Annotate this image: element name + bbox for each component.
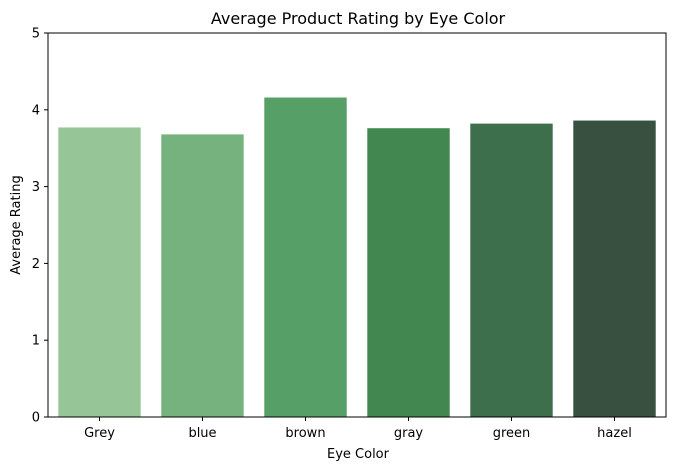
y-tick-label: 0 <box>32 411 40 426</box>
y-tick-label: 1 <box>32 334 40 349</box>
x-tick-label: Grey <box>84 426 115 441</box>
y-axis-title: Average Rating <box>9 175 24 274</box>
bar-brown <box>264 97 347 417</box>
y-axis-ticks: 0 1 2 3 4 5 <box>32 27 48 426</box>
bar-blue <box>161 134 244 417</box>
y-tick-label: 5 <box>32 27 40 42</box>
y-tick-label: 2 <box>32 257 40 272</box>
bar-green <box>470 123 553 418</box>
bar-grey <box>58 127 141 418</box>
bar-hazel <box>573 120 656 418</box>
x-tick-label: hazel <box>597 426 632 441</box>
x-tick-label: gray <box>394 426 424 441</box>
x-axis-title: Eye Color <box>327 447 390 462</box>
bar-gray <box>367 128 450 418</box>
bars-group <box>58 97 656 418</box>
x-tick-label: blue <box>188 426 216 441</box>
x-axis-ticks: Grey blue brown gray green hazel <box>84 417 632 441</box>
x-tick-label: green <box>493 426 531 441</box>
plot-frame <box>47 32 667 418</box>
y-tick-label: 3 <box>32 180 40 195</box>
y-tick-label: 4 <box>32 103 40 118</box>
chart-title: Average Product Rating by Eye Color <box>211 9 506 28</box>
x-tick-label: brown <box>285 426 325 441</box>
